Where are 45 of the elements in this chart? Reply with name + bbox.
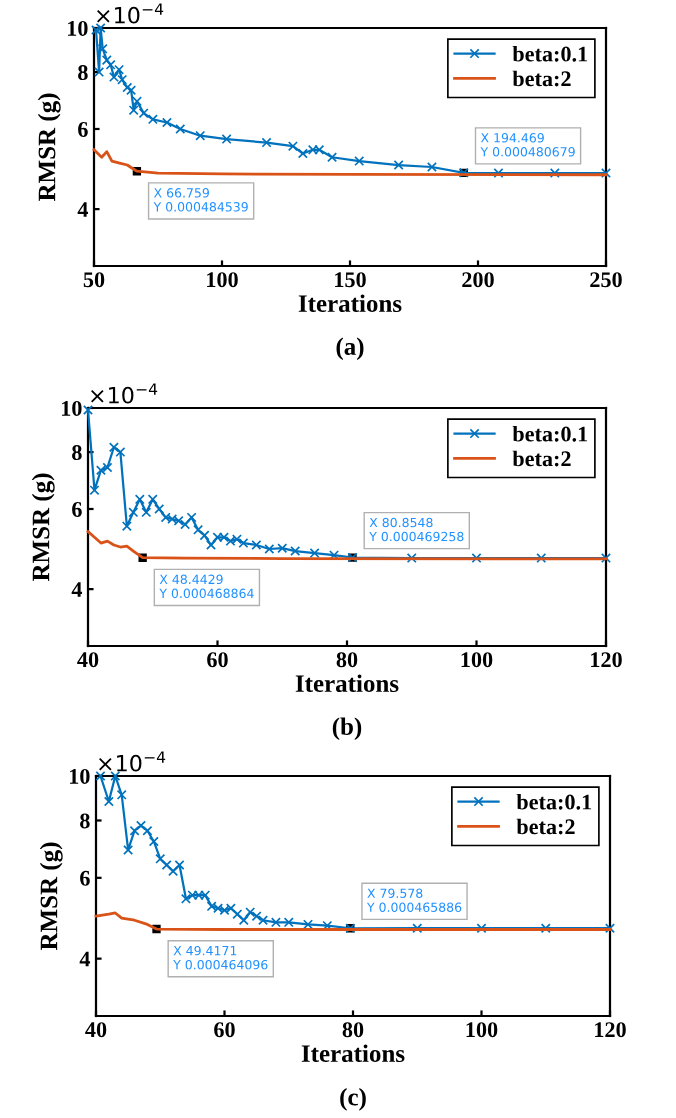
x-axis-title: Iterations <box>301 1044 405 1063</box>
x-tick-label: 100 <box>466 1022 498 1038</box>
y-axis-title: RMSR (g) <box>39 842 63 951</box>
x-tick-label: 80 <box>342 1022 364 1038</box>
y-tick-label: 4 <box>79 951 91 967</box>
y-tick-label: 6 <box>80 870 90 886</box>
y-tick-label: 8 <box>72 445 82 461</box>
y-tick-label: 8 <box>80 813 90 829</box>
x-axis-title: Iterations <box>298 294 402 313</box>
y-tick-label: 4 <box>71 582 83 597</box>
text: ×10$^{−4}$ <box>97 3 164 24</box>
text: (c) <box>340 1088 366 1111</box>
y-axis-title: RMSR (g) <box>31 473 55 582</box>
x-tick-label: 80 <box>336 652 358 668</box>
x-tick-label: 120 <box>591 652 622 668</box>
y-tick-label: 4 <box>77 202 89 217</box>
y-tick-label: 6 <box>72 501 82 517</box>
x-tick-label: 40 <box>77 652 99 668</box>
x-tick-label: 150 <box>335 272 366 288</box>
x-axis-title: Iterations <box>295 674 399 693</box>
legend-label: beta:0.1 <box>512 425 588 442</box>
text: ×10$^{−4}$ <box>91 383 158 404</box>
x-tick-label: 100 <box>207 272 238 288</box>
x-tick-label: 250 <box>590 272 622 288</box>
x-tick-label: 200 <box>462 272 494 288</box>
y-tick-label: 6 <box>78 121 88 137</box>
x-tick-label: 100 <box>461 652 493 668</box>
legend-label: beta:2 <box>512 70 571 87</box>
y-axis-title: RMSR (g) <box>37 93 61 202</box>
y-tick-label: 10 <box>62 400 82 416</box>
text: ×10$^{−4}$ <box>99 751 166 772</box>
x-tick-label: 40 <box>85 1022 107 1038</box>
y-tick-label: 8 <box>78 65 88 81</box>
legend-label: beta:0.1 <box>512 45 588 62</box>
x-tick-label: 60 <box>207 652 228 668</box>
x-tick-label: 60 <box>214 1022 235 1038</box>
legend-label: beta:2 <box>516 818 575 835</box>
x-tick-label: 50 <box>83 272 105 288</box>
legend-label: beta:2 <box>512 450 571 467</box>
text: (b) <box>332 717 362 741</box>
text: (a) <box>336 337 364 361</box>
x-tick-label: 120 <box>595 1022 626 1038</box>
y-tick-label: 10 <box>68 20 88 36</box>
y-tick-label: 10 <box>70 768 90 784</box>
legend-label: beta:0.1 <box>516 793 592 810</box>
